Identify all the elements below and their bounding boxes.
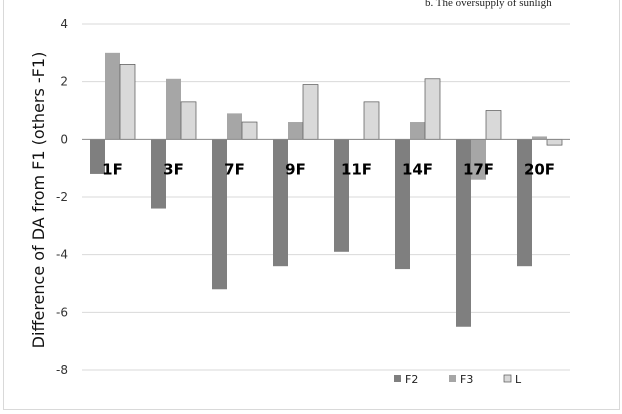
bar-F3-3F: [166, 78, 181, 140]
category-label-11F: 11F: [341, 160, 372, 178]
bars: [90, 52, 563, 327]
category-label-1F: 1F: [102, 160, 123, 178]
bar-F2-20F: [517, 139, 532, 267]
bar-L-14F: [424, 78, 441, 140]
bar-L-20F: [546, 138, 563, 146]
category-label-14F: 14F: [402, 160, 433, 178]
bar-F3-14F: [410, 122, 425, 140]
legend-label-L: L: [515, 373, 522, 386]
y-tick-label: -2: [56, 190, 68, 204]
bar-L-11F: [363, 101, 380, 140]
bar-L-3F: [180, 101, 197, 140]
bar-L-17F: [485, 110, 502, 140]
legend-label-F2: F2: [405, 373, 418, 386]
category-labels: 1F 3F 7F 9F 11F 14F 17F 20F: [102, 160, 555, 178]
category-label-20F: 20F: [524, 160, 555, 178]
legend-swatch-F2: [394, 375, 401, 382]
bar-L-9F: [302, 84, 319, 140]
category-label-3F: 3F: [163, 160, 184, 178]
y-tick-label: -8: [56, 363, 68, 377]
legend-swatch-F3: [449, 375, 456, 382]
bar-F3-17F: [471, 139, 486, 180]
bar-F2-3F: [151, 139, 166, 209]
legend-label-F3: F3: [460, 373, 473, 386]
bar-F3-20F: [532, 136, 547, 140]
y-tick-labels: 4 2 0 -2 -4 -6 -8: [56, 17, 68, 377]
y-axis-label: Difference of DA from F1 (others -F1): [29, 52, 48, 349]
bar-F2-9F: [273, 139, 288, 267]
y-tick-label: 2: [60, 75, 68, 89]
legend-swatch-L: [503, 374, 512, 383]
category-label-17F: 17F: [463, 160, 494, 178]
bar-F3-1F: [105, 52, 120, 140]
bar-F3-7F: [227, 113, 242, 140]
y-tick-label: 4: [60, 17, 68, 31]
bar-F2-11F: [334, 139, 349, 252]
bar-F2-17F: [456, 139, 471, 327]
bar-F2-1F: [90, 139, 105, 174]
category-label-7F: 7F: [224, 160, 245, 178]
y-tick-label: -6: [56, 305, 68, 319]
legend: F2 F3 L: [394, 373, 522, 386]
figure-caption: b. The oversupply of sunligh: [425, 0, 552, 9]
bar-F2-14F: [395, 139, 410, 270]
bar-L-7F: [241, 121, 258, 140]
bar-F2-7F: [212, 139, 227, 290]
bar-F3-9F: [288, 122, 303, 140]
y-tick-label: -4: [56, 248, 68, 262]
y-tick-label: 0: [60, 132, 68, 146]
category-label-9F: 9F: [285, 160, 306, 178]
bar-L-1F: [119, 64, 136, 140]
